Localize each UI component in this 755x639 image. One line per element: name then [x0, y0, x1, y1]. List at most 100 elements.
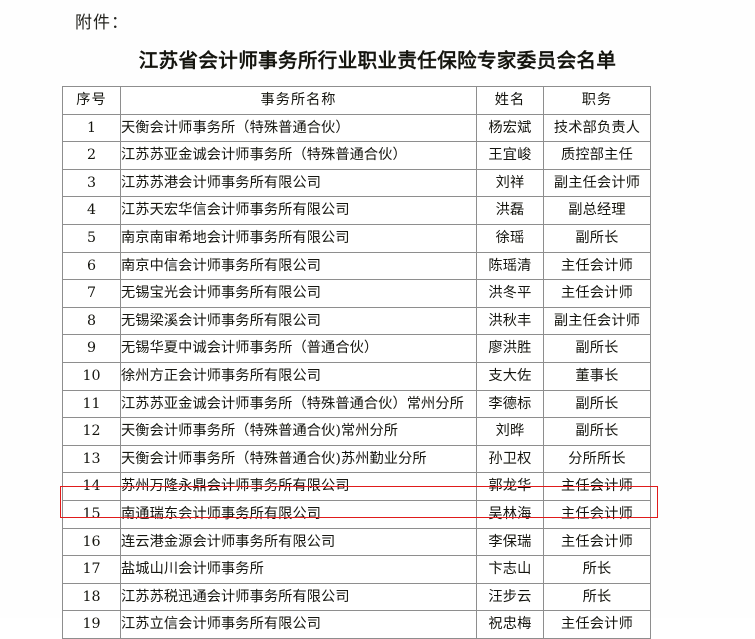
cell-name: 祝忠梅 — [476, 610, 544, 639]
cell-firm: 南京南审希地会计师事务所有限公司 — [120, 223, 477, 253]
table-row: 11 江苏苏亚金诚会计师事务所（特殊普通合伙）常州分所 李德标 副所长 — [62, 389, 651, 419]
cell-title: 主任会计师 — [543, 279, 651, 308]
cell-index: 4 — [62, 196, 121, 225]
cell-firm: 苏州万隆永鼎会计师事务所有限公司 — [120, 472, 477, 501]
table-row: 16 连云港金源会计师事务所有限公司 李保瑞 主任会计师 — [62, 527, 651, 557]
cell-title: 主任会计师 — [543, 472, 651, 501]
cell-title: 主任会计师 — [543, 251, 651, 281]
cell-index: 2 — [62, 141, 121, 170]
cell-index: 10 — [62, 361, 121, 391]
roster-table: 序号 事务所名称 姓名 职务 1 天衡会计师事务所（特殊普通合伙） 杨宏斌 技术部负责… — [62, 86, 651, 639]
table-row: 2 江苏苏亚金诚会计师事务所（特殊普通合伙） 王宜峻 质控部主任 — [62, 141, 651, 170]
cell-name: 刘祥 — [476, 168, 544, 198]
cell-name: 李保瑞 — [476, 527, 544, 557]
document-page: 附件： 江苏省会计师事务所行业职业责任保险专家委员会名单 序号 事务所名称 姓名… — [60, 13, 658, 639]
table-row: 1 天衡会计师事务所（特殊普通合伙） 杨宏斌 技术部负责人 — [62, 113, 651, 143]
cell-index: 14 — [62, 472, 121, 501]
table-row: 14 苏州万隆永鼎会计师事务所有限公司 郭龙华 主任会计师 — [62, 472, 651, 501]
cell-index: 18 — [62, 582, 121, 612]
cell-index: 12 — [62, 417, 121, 446]
table-row: 13 天衡会计师事务所（特殊普通合伙)苏州勤业分所 孙卫权 分所所长 — [62, 444, 651, 474]
cell-title: 副所长 — [543, 223, 651, 253]
cell-index: 7 — [62, 279, 121, 308]
table-header-row: 序号 事务所名称 姓名 职务 — [62, 86, 651, 115]
cell-title: 副主任会计师 — [543, 306, 651, 336]
cell-firm: 南京中信会计师事务所有限公司 — [120, 251, 477, 281]
cell-title: 副所长 — [543, 417, 651, 446]
table-row: 4 江苏天宏华信会计师事务所有限公司 洪磊 副总经理 — [62, 196, 651, 225]
cell-firm: 天衡会计师事务所（特殊普通合伙)苏州勤业分所 — [120, 444, 477, 474]
cell-index: 19 — [62, 610, 121, 639]
cell-firm: 天衡会计师事务所（特殊普通合伙)常州分所 — [120, 417, 477, 446]
cell-firm: 连云港金源会计师事务所有限公司 — [120, 527, 477, 557]
cell-name: 李德标 — [476, 389, 544, 419]
cell-firm: 徐州方正会计师事务所有限公司 — [120, 361, 477, 391]
attachment-label: 附件： — [75, 13, 129, 33]
cell-firm: 江苏苏亚金诚会计师事务所（特殊普通合伙）常州分所 — [120, 389, 477, 419]
table-header: 序号 事务所名称 姓名 职务 — [62, 86, 651, 115]
cell-index: 11 — [62, 389, 121, 419]
cell-firm: 江苏苏港会计师事务所有限公司 — [120, 168, 477, 198]
column-header-name: 姓名 — [476, 86, 544, 115]
table-row: 9 无锡华夏中诚会计师事务所（普通合伙） 廖洪胜 副所长 — [62, 334, 651, 363]
cell-name: 洪磊 — [476, 196, 544, 225]
column-header-index: 序号 — [62, 86, 121, 115]
column-header-firm: 事务所名称 — [120, 86, 477, 115]
cell-name: 徐瑶 — [476, 223, 544, 253]
cell-firm: 江苏天宏华信会计师事务所有限公司 — [120, 196, 477, 225]
cell-index: 17 — [62, 555, 121, 584]
cell-firm: 无锡华夏中诚会计师事务所（普通合伙） — [120, 334, 477, 363]
cell-name: 吴林海 — [476, 499, 544, 529]
cell-firm: 江苏立信会计师事务所有限公司 — [120, 610, 477, 639]
page-title: 江苏省会计师事务所行业职业责任保险专家委员会名单 — [138, 49, 617, 72]
table-row: 5 南京南审希地会计师事务所有限公司 徐瑶 副所长 — [62, 223, 651, 253]
table-row: 7 无锡宝光会计师事务所有限公司 洪冬平 主任会计师 — [62, 279, 651, 308]
table-body: 1 天衡会计师事务所（特殊普通合伙） 杨宏斌 技术部负责人 2 江苏苏亚金诚会计师事务所（… — [62, 113, 651, 639]
table-row: 10 徐州方正会计师事务所有限公司 支大佐 董事长 — [62, 361, 651, 391]
column-header-title: 职务 — [543, 86, 651, 115]
cell-title: 技术部负责人 — [543, 113, 651, 143]
table-row: 18 江苏苏税迅通会计师事务所有限公司 汪步云 所长 — [62, 582, 651, 612]
cell-title: 质控部主任 — [543, 141, 651, 170]
cell-index: 6 — [62, 251, 121, 281]
table-row: 17 盐城山川会计师事务所 卞志山 所长 — [62, 555, 651, 584]
cell-title: 所长 — [543, 555, 651, 584]
cell-index: 15 — [62, 499, 121, 529]
table-row: 8 无锡梁溪会计师事务所有限公司 洪秋丰 副主任会计师 — [62, 306, 651, 336]
cell-name: 杨宏斌 — [476, 113, 544, 143]
cell-title: 所长 — [543, 582, 651, 612]
cell-title: 副所长 — [543, 334, 651, 363]
cell-index: 3 — [62, 168, 121, 198]
cell-firm: 盐城山川会计师事务所 — [120, 555, 477, 584]
cell-name: 汪步云 — [476, 582, 544, 612]
roster-table-container: 序号 事务所名称 姓名 职务 1 天衡会计师事务所（特殊普通合伙） 杨宏斌 技术部负责… — [62, 86, 651, 639]
cell-name: 郭龙华 — [476, 472, 544, 501]
cell-title: 主任会计师 — [543, 499, 651, 529]
cell-firm: 无锡宝光会计师事务所有限公司 — [120, 279, 477, 308]
cell-title: 副所长 — [543, 389, 651, 419]
table-row: 6 南京中信会计师事务所有限公司 陈瑶清 主任会计师 — [62, 251, 651, 281]
cell-name: 卞志山 — [476, 555, 544, 584]
cell-name: 陈瑶清 — [476, 251, 544, 281]
table-row: 19 江苏立信会计师事务所有限公司 祝忠梅 主任会计师 — [62, 610, 651, 639]
cell-title: 主任会计师 — [543, 527, 651, 557]
cell-firm: 无锡梁溪会计师事务所有限公司 — [120, 306, 477, 336]
cell-firm: 江苏苏亚金诚会计师事务所（特殊普通合伙） — [120, 141, 477, 170]
cell-name: 洪秋丰 — [476, 306, 544, 336]
cell-index: 8 — [62, 306, 121, 336]
cell-name: 孙卫权 — [476, 444, 544, 474]
cell-title: 分所所长 — [543, 444, 651, 474]
cell-title: 副主任会计师 — [543, 168, 651, 198]
cell-firm: 天衡会计师事务所（特殊普通合伙） — [120, 113, 477, 143]
cell-firm: 江苏苏税迅通会计师事务所有限公司 — [120, 582, 477, 612]
cell-index: 1 — [62, 113, 121, 143]
cell-name: 支大佐 — [476, 361, 544, 391]
cell-title: 主任会计师 — [543, 610, 651, 639]
table-row: 15 南通瑞东会计师事务所有限公司 吴林海 主任会计师 — [62, 499, 651, 529]
cell-name: 廖洪胜 — [476, 334, 544, 363]
cell-index: 9 — [62, 334, 121, 363]
cell-index: 13 — [62, 444, 121, 474]
cell-firm: 南通瑞东会计师事务所有限公司 — [120, 499, 477, 529]
cell-name: 洪冬平 — [476, 279, 544, 308]
cell-index: 5 — [62, 223, 121, 253]
